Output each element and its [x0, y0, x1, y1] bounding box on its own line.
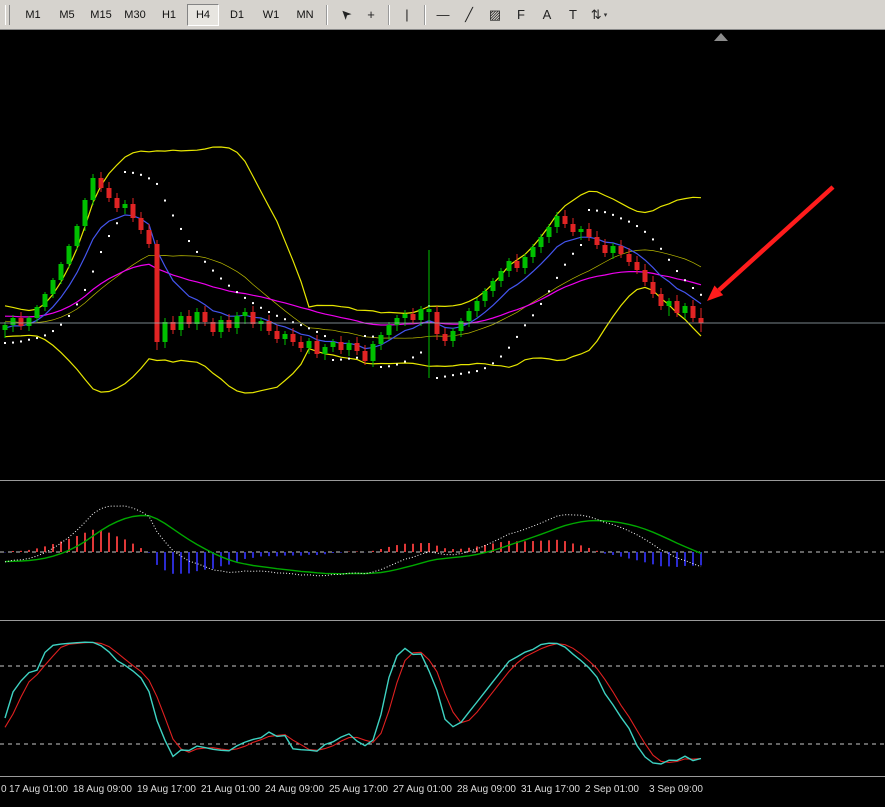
panel-separator-macd[interactable]	[0, 480, 885, 481]
red-arrow-annotation[interactable]	[707, 185, 835, 301]
toolbar-separator	[388, 4, 390, 25]
candles-layer	[2, 172, 704, 378]
fibonacci-retracement-tool[interactable]: F	[509, 5, 533, 25]
cursor-tool-icon: ➤	[335, 5, 355, 24]
text-label-tool[interactable]: T	[561, 5, 585, 25]
stochastic-panel-layer	[0, 641, 885, 765]
macd-panel-layer	[0, 505, 885, 577]
arrows-tool[interactable]: ⇅ ▾	[587, 5, 611, 25]
stochastic-main-line	[4, 641, 702, 765]
bollinger-upper-line	[4, 146, 702, 315]
timeframe-w1-button[interactable]: W1	[262, 8, 280, 21]
macd-signal-line	[4, 514, 702, 575]
timeframe-m1-button[interactable]: M1	[25, 8, 41, 21]
timeframe-d1-button[interactable]: D1	[229, 8, 245, 21]
time-axis-label: 28 Aug 09:00	[457, 784, 516, 795]
time-axis-label: 2 Sep 01:00	[585, 784, 639, 795]
bollinger-lower-line	[4, 286, 702, 394]
time-axis-label: 21 Aug 01:00	[201, 784, 260, 795]
text-label-tool-icon: T	[569, 7, 577, 22]
toolbar-separator	[424, 4, 426, 25]
timeframe-m15-button[interactable]: M15	[90, 8, 112, 21]
main-panel-layer	[2, 146, 704, 394]
timeframe-group: M1 M5 M15 M30 H1 H4 D1 W1 MN	[16, 0, 322, 29]
drawing-tools-group: ➤ + | — ╱ ▨ F A T ⇅ ▾	[332, 0, 612, 29]
crosshair-tool[interactable]: +	[359, 5, 383, 25]
panel-separator-stochastic[interactable]	[0, 620, 885, 621]
timeframe-m5-button[interactable]: M5	[59, 8, 75, 21]
trendline-tool-icon: ╱	[465, 7, 473, 22]
timeframe-h1-button[interactable]: H1	[161, 8, 177, 21]
toolbar-separator	[326, 4, 328, 25]
toolbar: M1 M5 M15 M30 H1 H4 D1 W1 MN ➤ + | — ╱ ▨ F A T ⇅ ▾	[0, 0, 885, 30]
text-tool-icon: A	[542, 7, 552, 22]
time-axis-label: 25 Aug 17:00	[329, 784, 388, 795]
bollinger-middle-line	[4, 249, 702, 339]
time-axis-label: 0	[1, 784, 7, 795]
time-axis-label: 27 Aug 01:00	[393, 784, 452, 795]
time-axis-label: 31 Aug 17:00	[521, 784, 580, 795]
cursor-tool[interactable]: ➤	[333, 5, 357, 25]
time-axis-label: 18 Aug 09:00	[73, 784, 132, 795]
time-axis-label: 3 Sep 09:00	[649, 784, 703, 795]
fibonacci-retracement-tool-icon: F	[517, 7, 525, 22]
equidistant-channel-tool[interactable]: ▨	[483, 5, 507, 25]
axis-separator	[0, 776, 885, 777]
dropdown-caret-icon[interactable]: ▾	[603, 11, 608, 19]
time-axis-label: 17 Aug 01:00	[9, 784, 68, 795]
timeframe-m30-button[interactable]: M30	[124, 8, 146, 21]
text-tool[interactable]: A	[535, 5, 559, 25]
toolbar-drag-handle[interactable]	[5, 4, 10, 25]
arrows-tool-icon: ⇅	[590, 7, 602, 22]
psar-dots-layer	[4, 171, 702, 379]
chart-shift-marker[interactable]	[714, 33, 728, 41]
trendline-tool[interactable]: ╱	[457, 5, 481, 25]
chart-canvas[interactable]: 0 17 Aug 01:00 18 Aug 09:00 19 Aug 17:00 21 …	[0, 30, 885, 807]
timeframe-mn-button[interactable]: MN	[296, 8, 314, 21]
time-axis-label: 24 Aug 09:00	[265, 784, 324, 795]
vertical-line-tool-icon: |	[405, 7, 409, 22]
time-axis-label: 19 Aug 17:00	[137, 784, 196, 795]
timeframe-h4-button[interactable]: H4	[187, 3, 219, 26]
vertical-line-tool[interactable]: |	[395, 5, 419, 25]
equidistant-channel-tool-icon: ▨	[488, 7, 502, 22]
horizontal-line-tool-icon: —	[436, 7, 450, 22]
fast-ma-line	[4, 214, 702, 350]
slow-ma-line	[4, 263, 702, 326]
crosshair-tool-icon: +	[367, 7, 375, 22]
time-axis: 0 17 Aug 01:00 18 Aug 09:00 19 Aug 17:00 21 …	[1, 784, 703, 795]
horizontal-line-tool[interactable]: —	[431, 5, 455, 25]
